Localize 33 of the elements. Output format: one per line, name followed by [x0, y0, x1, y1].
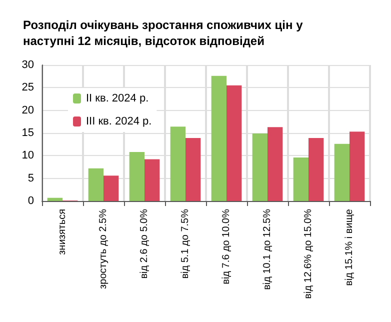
legend-label: III кв. 2024 р.: [86, 116, 152, 128]
bar: [47, 198, 62, 201]
bar: [211, 76, 226, 201]
x-tick-label: від 7.6 до 10.0%: [221, 208, 232, 284]
bar: [268, 127, 283, 201]
x-tick-label: знизяться: [57, 209, 68, 255]
bar: [293, 157, 308, 201]
bar: [88, 168, 104, 201]
y-tick-label: 25: [22, 82, 34, 94]
y-tick-label: 0: [28, 195, 34, 207]
bar: [170, 126, 186, 201]
bar: [334, 144, 350, 201]
bar: [129, 152, 144, 201]
y-tick-label: 10: [22, 150, 34, 162]
x-tick-label: від 10.1 до 12.5%: [262, 208, 273, 290]
y-tick-label: 30: [22, 59, 34, 71]
x-tick-label: від 12.6% до 15.0%: [303, 208, 314, 299]
y-tick-label: 20: [22, 104, 34, 116]
chart-title: Розподіл очікувань зростання споживчих цін у наступні 12 місяців, відсоток відповідей: [23, 18, 304, 48]
bar: [144, 159, 160, 201]
x-tick-label: від 5.1 до 7.5%: [180, 208, 191, 279]
bar: [350, 132, 365, 201]
x-tick-label: зростуть до 2.5%: [98, 208, 109, 289]
bar: [186, 138, 201, 201]
legend-label: II кв. 2024 р.: [86, 92, 149, 104]
bar: [104, 176, 119, 201]
bar: [226, 85, 242, 201]
y-tick-label: 15: [22, 127, 34, 139]
x-tick-label: від 2.6 до 5.0%: [139, 208, 150, 279]
bar: [252, 133, 268, 201]
x-tick-label: від 15.1% і вище: [344, 208, 355, 286]
y-tick-label: 5: [28, 172, 34, 184]
bar: [308, 138, 324, 201]
